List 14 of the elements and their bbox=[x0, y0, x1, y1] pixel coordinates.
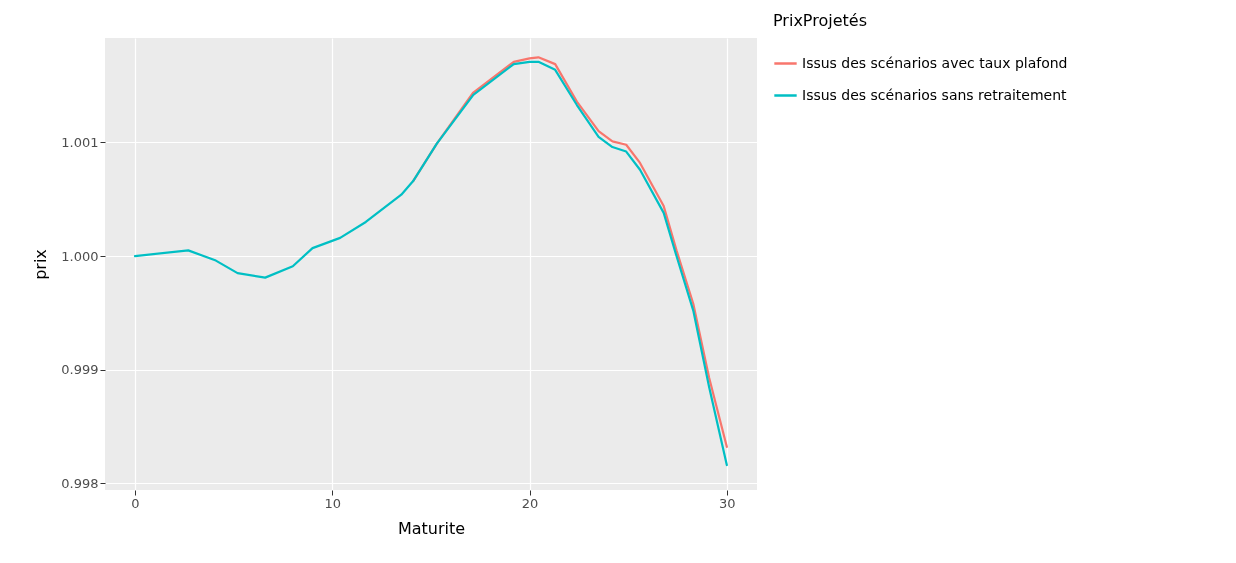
x-tick-label: 0 bbox=[131, 495, 140, 511]
legend-title: PrixProjetés bbox=[773, 11, 867, 30]
x-tick-label: 20 bbox=[521, 495, 539, 511]
x-tick-label: 30 bbox=[719, 495, 736, 511]
legend-label: Issus des scénarios avec taux plafond bbox=[802, 54, 1068, 71]
line-series bbox=[133, 60, 728, 467]
x-axis-title: Maturite bbox=[397, 518, 466, 538]
y-tick-label: 1.000 bbox=[61, 248, 99, 264]
x-tick-label: 10 bbox=[324, 495, 342, 511]
y-axis-title: prix bbox=[31, 249, 51, 280]
y-tick-label: 0.998 bbox=[61, 475, 99, 491]
legend-label: Issus des scénarios sans retraitement bbox=[802, 86, 1068, 103]
y-tick-label: 0.999 bbox=[61, 362, 99, 378]
y-tick-label: 1.001 bbox=[61, 134, 99, 150]
